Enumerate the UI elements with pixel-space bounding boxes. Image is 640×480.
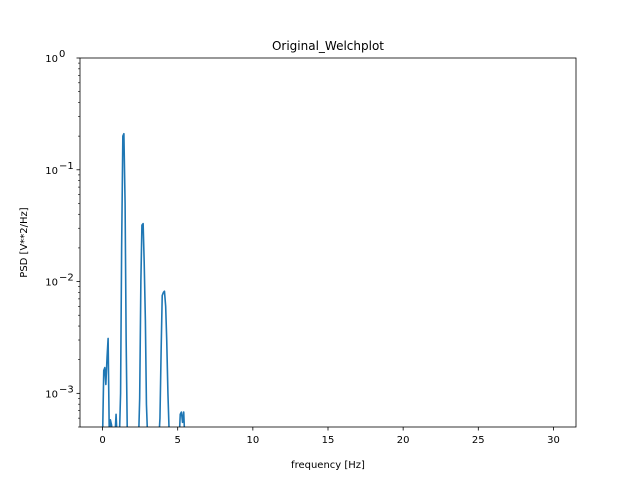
y-tick-label-base: 10 (45, 166, 58, 177)
y-tick-label-base: 10 (45, 54, 58, 65)
y-tick-label: 10 (45, 166, 58, 177)
x-tick-label: 15 (322, 435, 335, 446)
y-axis-label: PSD [V**2/Hz] (19, 207, 30, 277)
chart-title: Original_Welchplot (272, 39, 384, 53)
y-tick-label-exponent: −1 (59, 161, 74, 172)
y-tick-label: 10 (45, 389, 58, 400)
y-tick-label-exponent: −2 (59, 273, 74, 284)
psd-series-line (101, 132, 186, 427)
x-tick-label: 5 (175, 435, 181, 446)
y-tick-label: 10 (45, 54, 58, 65)
plot-area (80, 58, 576, 427)
x-axis-ticks: 0 5 10 15 20 25 30 (99, 427, 560, 446)
plot-frame (79, 57, 577, 428)
y-tick-label-base: 10 (45, 278, 58, 289)
x-axis-label: frequency [Hz] (291, 460, 365, 471)
x-tick-label: 20 (397, 435, 410, 446)
y-tick-label-exponent: −3 (59, 384, 74, 395)
x-tick-label: 0 (99, 435, 105, 446)
y-tick-label: 10 (45, 278, 58, 289)
y-tick-label-exponent: 0 (59, 49, 65, 60)
x-tick-label: 30 (547, 435, 560, 446)
x-tick-label: 25 (472, 435, 485, 446)
y-tick-label-base: 10 (45, 389, 58, 400)
x-tick-label: 10 (246, 435, 259, 446)
